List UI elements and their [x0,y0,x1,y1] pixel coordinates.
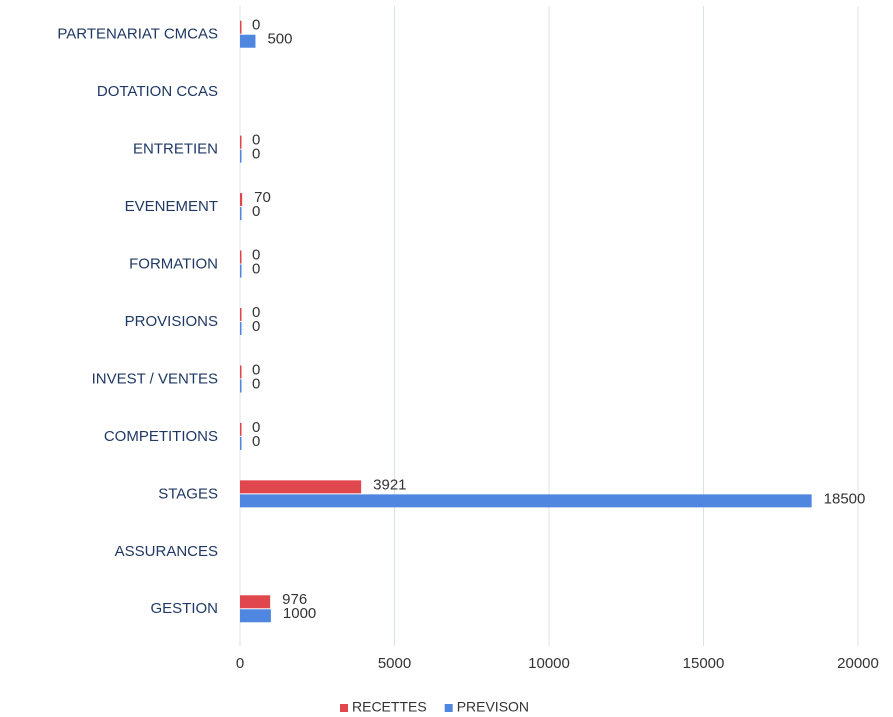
y-tick-label: EVENEMENT [125,198,218,215]
legend-label: RECETTES [352,699,427,715]
data-label: 976 [282,591,307,608]
data-label: 1000 [283,605,316,622]
bar [240,20,242,34]
bar [240,193,243,207]
y-tick-label: COMPETITIONS [104,428,218,445]
bar [240,436,242,450]
bar [240,494,812,508]
data-label: 70 [254,189,271,206]
bar [240,308,242,321]
x-tick-label: 20000 [837,655,879,672]
legend-label: PREVISON [457,699,529,715]
y-tick-label: PROVISIONS [125,313,218,330]
data-label: 0 [252,419,260,436]
x-tick-label: 10000 [528,655,570,672]
y-tick-label: ASSURANCES [115,543,218,560]
y-tick-label: INVEST / VENTES [92,370,218,387]
bar [240,595,271,609]
data-label: 0 [252,203,260,220]
bar [240,149,242,163]
data-label: 0 [252,146,260,163]
x-tick-label: 5000 [378,655,411,672]
x-tick-label: 0 [236,655,244,672]
bar [240,264,242,278]
data-label: 0 [252,17,260,34]
y-tick-label: FORMATION [129,256,218,273]
data-label: 0 [252,247,260,264]
legend-swatch [340,704,348,712]
data-label: 0 [252,304,260,321]
data-label: 0 [252,132,260,149]
data-label: 0 [252,318,260,335]
x-tick-label: 15000 [683,655,725,672]
bar [240,480,362,494]
data-label: 0 [252,361,260,378]
data-label: 0 [252,375,260,392]
bar [240,135,242,149]
bar [240,609,271,623]
data-label: 0 [252,433,260,450]
bar [240,207,242,221]
bar [240,250,242,264]
y-tick-label: PARTENARIAT CMCAS [57,26,218,43]
data-label: 3921 [373,476,406,493]
bar [240,379,242,393]
bar [240,365,242,379]
y-tick-label: ENTRETIEN [133,141,218,158]
y-tick-label: GESTION [150,600,218,617]
bar [240,422,242,436]
bar [240,322,242,335]
data-label: 18500 [824,490,866,507]
bar [240,34,256,48]
y-tick-label: STAGES [158,485,218,502]
data-label: 500 [267,31,292,48]
data-label: 0 [252,261,260,278]
y-tick-label: DOTATION CCAS [97,83,218,100]
legend-swatch [444,704,453,712]
